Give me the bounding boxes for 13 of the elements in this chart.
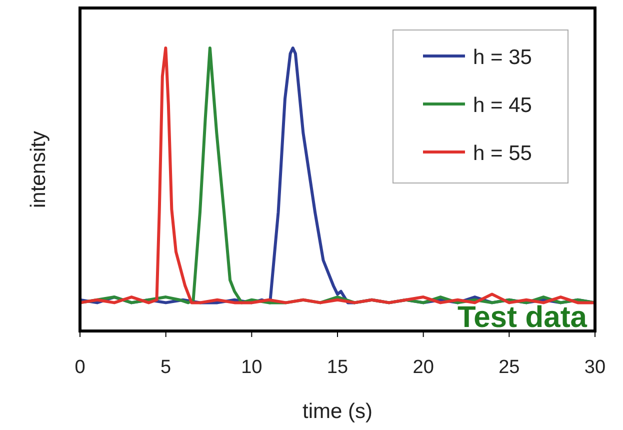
x-tick-label: 25: [498, 357, 520, 378]
x-tick-label: 10: [241, 357, 262, 378]
annotation: Test data: [458, 301, 588, 334]
x-tick-label: 15: [326, 357, 348, 378]
x-tick-label: 20: [412, 357, 434, 378]
legend-label: h = 35: [473, 46, 532, 69]
x-tick-label: 30: [584, 357, 606, 378]
x-tick-label: 0: [74, 357, 86, 378]
y-axis-title: intensity: [27, 130, 50, 208]
legend-label: h = 45: [473, 94, 532, 117]
legend-label: h = 55: [473, 142, 532, 165]
x-tick-label: 5: [160, 357, 172, 378]
x-axis-title: time (s): [302, 400, 372, 423]
